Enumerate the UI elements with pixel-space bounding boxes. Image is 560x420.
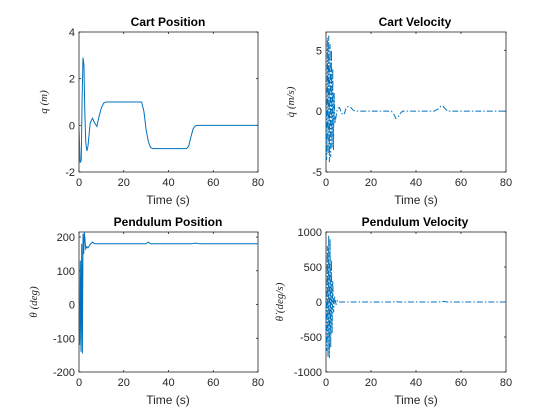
cart-position-xtick-label: 40	[162, 177, 174, 189]
cart-velocity-title: Cart Velocity	[379, 15, 452, 29]
pendulum-position-xtick-label: 80	[252, 377, 264, 389]
pendulum-position-xtick-label: 60	[207, 377, 219, 389]
cart-position-ytick-label: 0	[69, 120, 75, 132]
cart-position-series-line	[79, 57, 258, 163]
pendulum-velocity-ytick-label: 1000	[298, 227, 322, 239]
cart-position-ytick-label: 2	[69, 74, 75, 86]
pendulum-velocity-ylabel: θ̇ (deg/s)	[274, 282, 286, 321]
cart-velocity-xtick-label: 0	[323, 177, 329, 189]
pendulum-velocity-ytick-label: -500	[300, 332, 322, 344]
cart-velocity-xtick-label: 20	[365, 177, 377, 189]
pendulum-position-ytick-label: 100	[57, 266, 75, 278]
pendulum-velocity-xtick-label: 80	[500, 377, 512, 389]
cart-velocity-xtick-label: 40	[410, 177, 422, 189]
cart-position-xtick-label: 20	[118, 177, 130, 189]
cart-velocity-ytick-label: -5	[312, 167, 322, 179]
pendulum-position-title: Pendulum Position	[114, 215, 223, 229]
cart-position-ylabel: q (m)	[38, 90, 50, 114]
pendulum-position-ytick-label: 200	[57, 232, 75, 244]
pendulum-velocity-ytick-label: 500	[304, 262, 322, 274]
pendulum-velocity-ytick-label: -1000	[294, 367, 322, 379]
pendulum-velocity-panel: Pendulum Velocity Time (s) θ̇ (deg/s) 0 2…	[274, 215, 512, 407]
pendulum-velocity-xtick-label: 0	[323, 377, 329, 389]
pendulum-position-xtick-label: 40	[162, 377, 174, 389]
pendulum-position-ylabel: θ (deg)	[28, 286, 40, 318]
cart-velocity-xtick-label: 60	[455, 177, 467, 189]
cart-position-panel: Cart Position Time (s) q (m) 0 20 40 60 80-2…	[38, 15, 264, 207]
cart-position-xtick-label: 80	[252, 177, 264, 189]
cart-position-ytick-label: 4	[69, 27, 75, 39]
cart-velocity-ytick-label: 0	[316, 106, 322, 118]
cart-velocity-ytick-label: 5	[316, 45, 322, 57]
cart-velocity-axes	[325, 31, 507, 173]
cart-position-xtick-label: 60	[207, 177, 219, 189]
cart-velocity-panel: Cart Velocity Time (s) q̇ (m/s) 0 20 40 60 8…	[285, 15, 512, 207]
pendulum-position-ytick-label: -100	[53, 333, 75, 345]
pendulum-velocity-xlabel: Time (s)	[394, 393, 438, 407]
pendulum-position-xtick-label: 0	[76, 377, 82, 389]
cart-velocity-xtick-label: 80	[500, 177, 512, 189]
pendulum-position-ytick-label: 0	[69, 300, 75, 312]
cart-velocity-xlabel: Time (s)	[394, 193, 438, 207]
pendulum-velocity-xtick-label: 40	[410, 377, 422, 389]
cart-velocity-series-line	[326, 35, 506, 163]
pendulum-position-series-line	[79, 232, 258, 354]
pendulum-position-axes	[78, 231, 259, 373]
pendulum-position-ytick-label: -200	[53, 367, 75, 379]
pendulum-position-panel: Pendulum Position Time (s) θ (deg) 0 20 40…	[28, 215, 264, 407]
pendulum-velocity-xtick-label: 60	[455, 377, 467, 389]
cart-position-xlabel: Time (s)	[146, 193, 190, 207]
pendulum-velocity-title: Pendulum Velocity	[362, 215, 469, 229]
cart-position-ytick-label: -2	[65, 167, 75, 179]
pendulum-velocity-ytick-label: 0	[316, 297, 322, 309]
cart-position-title: Cart Position	[131, 15, 206, 29]
pendulum-velocity-xtick-label: 20	[365, 377, 377, 389]
cart-velocity-ylabel: q̇ (m/s)	[285, 86, 297, 117]
pendulum-position-xtick-label: 20	[118, 377, 130, 389]
pendulum-position-xlabel: Time (s)	[146, 393, 190, 407]
cart-position-xtick-label: 0	[76, 177, 82, 189]
